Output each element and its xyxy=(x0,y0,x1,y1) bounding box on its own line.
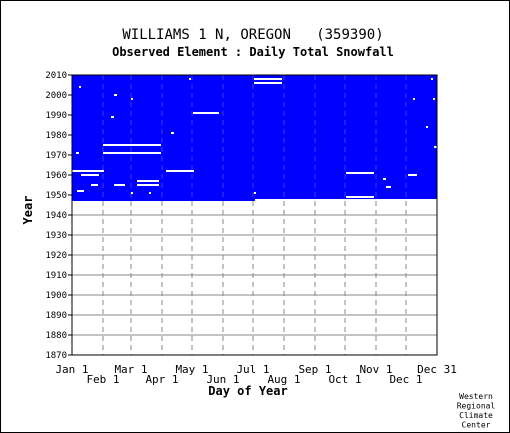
chart-subtitle: Observed Element : Daily Total Snowfall xyxy=(112,45,394,59)
missing-segment xyxy=(91,184,98,186)
missing-segment xyxy=(408,174,417,176)
y-axis-label: Year xyxy=(21,196,35,225)
x-tick-label: Jul 1 xyxy=(236,363,269,376)
x-tick-label: Feb 1 xyxy=(86,373,119,386)
missing-segment xyxy=(426,126,428,128)
plot-area: 1870 1880 1890 1900 1910 1920 1930 1940 1950 1960… xyxy=(45,71,457,386)
missing-segment xyxy=(383,178,386,180)
y-tick-label: 1930 xyxy=(45,231,67,241)
missing-segment xyxy=(254,192,256,194)
credit-line: Climate xyxy=(459,411,493,420)
missing-segment xyxy=(77,190,84,192)
missing-segment xyxy=(114,94,117,96)
credit-line: Regional xyxy=(457,402,496,411)
y-tick-label: 1920 xyxy=(45,251,67,261)
y-tick-label: 1970 xyxy=(45,151,67,161)
x-tick-label: Sep 1 xyxy=(298,363,331,376)
observed-block-early xyxy=(72,75,255,201)
chart-title: WILLIAMS 1 N, OREGON (359390) xyxy=(122,27,383,43)
y-tick-label: 1870 xyxy=(45,351,67,361)
missing-segment xyxy=(189,78,191,80)
missing-segment xyxy=(433,98,435,100)
y-tick-label: 1990 xyxy=(45,111,67,121)
y-tick-label: 1890 xyxy=(45,311,67,321)
x-tick-label: Dec 31 xyxy=(417,363,457,376)
missing-segment xyxy=(434,146,437,148)
observed-block-late xyxy=(255,75,437,199)
missing-segment xyxy=(431,78,433,80)
y-tick-label: 1900 xyxy=(45,291,67,301)
missing-segment xyxy=(131,98,133,100)
missing-segment xyxy=(103,152,161,154)
missing-segment xyxy=(254,78,282,80)
missing-segment xyxy=(103,144,161,146)
x-tick-label: Jun 1 xyxy=(206,373,239,386)
missing-segment xyxy=(137,180,159,182)
missing-segment xyxy=(254,82,282,84)
missing-segment xyxy=(149,192,151,194)
y-tick-label: 1940 xyxy=(45,211,67,221)
y-tick-label: 2000 xyxy=(45,91,67,101)
missing-segment xyxy=(111,116,114,118)
x-axis-label: Day of Year xyxy=(208,384,287,398)
y-tick-label: 1950 xyxy=(45,191,67,201)
x-tick-label: Apr 1 xyxy=(145,373,178,386)
missing-segment xyxy=(137,184,159,186)
missing-segment xyxy=(166,170,194,172)
y-tick-label: 1880 xyxy=(45,331,67,341)
missing-segment xyxy=(171,132,174,134)
missing-segment xyxy=(79,86,81,88)
x-tick-label: May 1 xyxy=(175,363,208,376)
y-tick-label: 1960 xyxy=(45,171,67,181)
y-tick-label: 1910 xyxy=(45,271,67,281)
missing-segment xyxy=(346,196,374,198)
y-tick-label: 1980 xyxy=(45,131,67,141)
credit-line: Western xyxy=(459,392,493,401)
missing-segment xyxy=(81,174,99,176)
x-tick-label: Mar 1 xyxy=(114,363,147,376)
x-tick-label: Aug 1 xyxy=(267,373,300,386)
credit-line: Center xyxy=(462,421,491,430)
y-tick-label: 2010 xyxy=(45,71,67,81)
missing-segment xyxy=(386,186,391,188)
missing-segment xyxy=(413,98,415,100)
x-tick-label: Nov 1 xyxy=(359,363,392,376)
missing-segment xyxy=(346,172,374,174)
missing-segment xyxy=(72,170,104,172)
x-tick-label: Jan 1 xyxy=(55,363,88,376)
missing-segment xyxy=(193,112,219,114)
missing-segment xyxy=(114,184,125,186)
missing-segment xyxy=(76,152,79,154)
missing-segment xyxy=(131,192,133,194)
x-tick-label: Dec 1 xyxy=(389,373,422,386)
x-tick-label: Oct 1 xyxy=(328,373,361,386)
